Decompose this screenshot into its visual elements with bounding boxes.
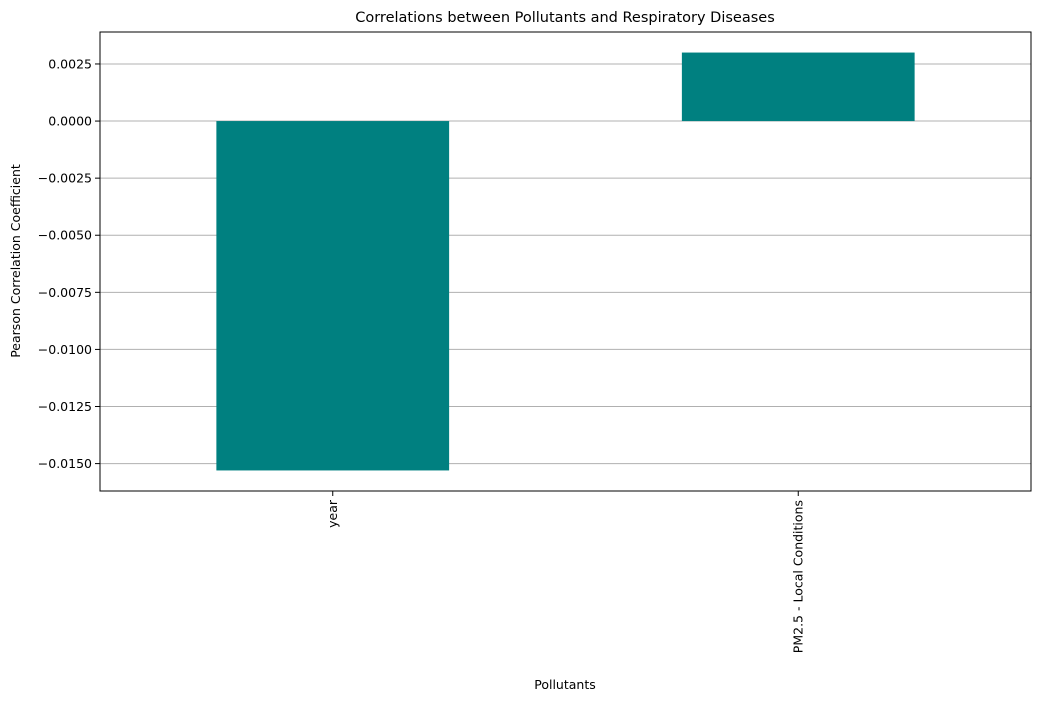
x-tick-label: PM2.5 - Local Conditions — [790, 500, 805, 653]
plot-frame — [99, 31, 1032, 492]
bar — [681, 52, 915, 122]
x-tick-label: year — [325, 499, 340, 528]
y-tick-label: −0.0150 — [38, 456, 92, 471]
y-tick-label: −0.0050 — [38, 228, 92, 243]
y-tick-label: 0.0000 — [48, 114, 92, 129]
y-axis-label: Pearson Correlation Coefficient — [8, 164, 23, 358]
y-tick-label: −0.0100 — [38, 342, 92, 357]
chart-title: Correlations between Pollutants and Resp… — [355, 10, 775, 26]
x-axis-label: Pollutants — [534, 677, 596, 692]
x-axis-ticks: year PM2.5 - Local Conditions — [325, 491, 805, 653]
y-axis-ticks: 0.0025 0.0000 −0.0025 −0.0050 −0.0075 −0.0100… — [38, 56, 100, 471]
y-tick-label: 0.0025 — [48, 56, 92, 71]
bars — [216, 52, 915, 471]
y-tick-label: −0.0025 — [38, 171, 92, 186]
bar — [216, 121, 450, 471]
y-tick-label: −0.0125 — [38, 399, 92, 414]
y-tick-label: −0.0075 — [38, 285, 92, 300]
